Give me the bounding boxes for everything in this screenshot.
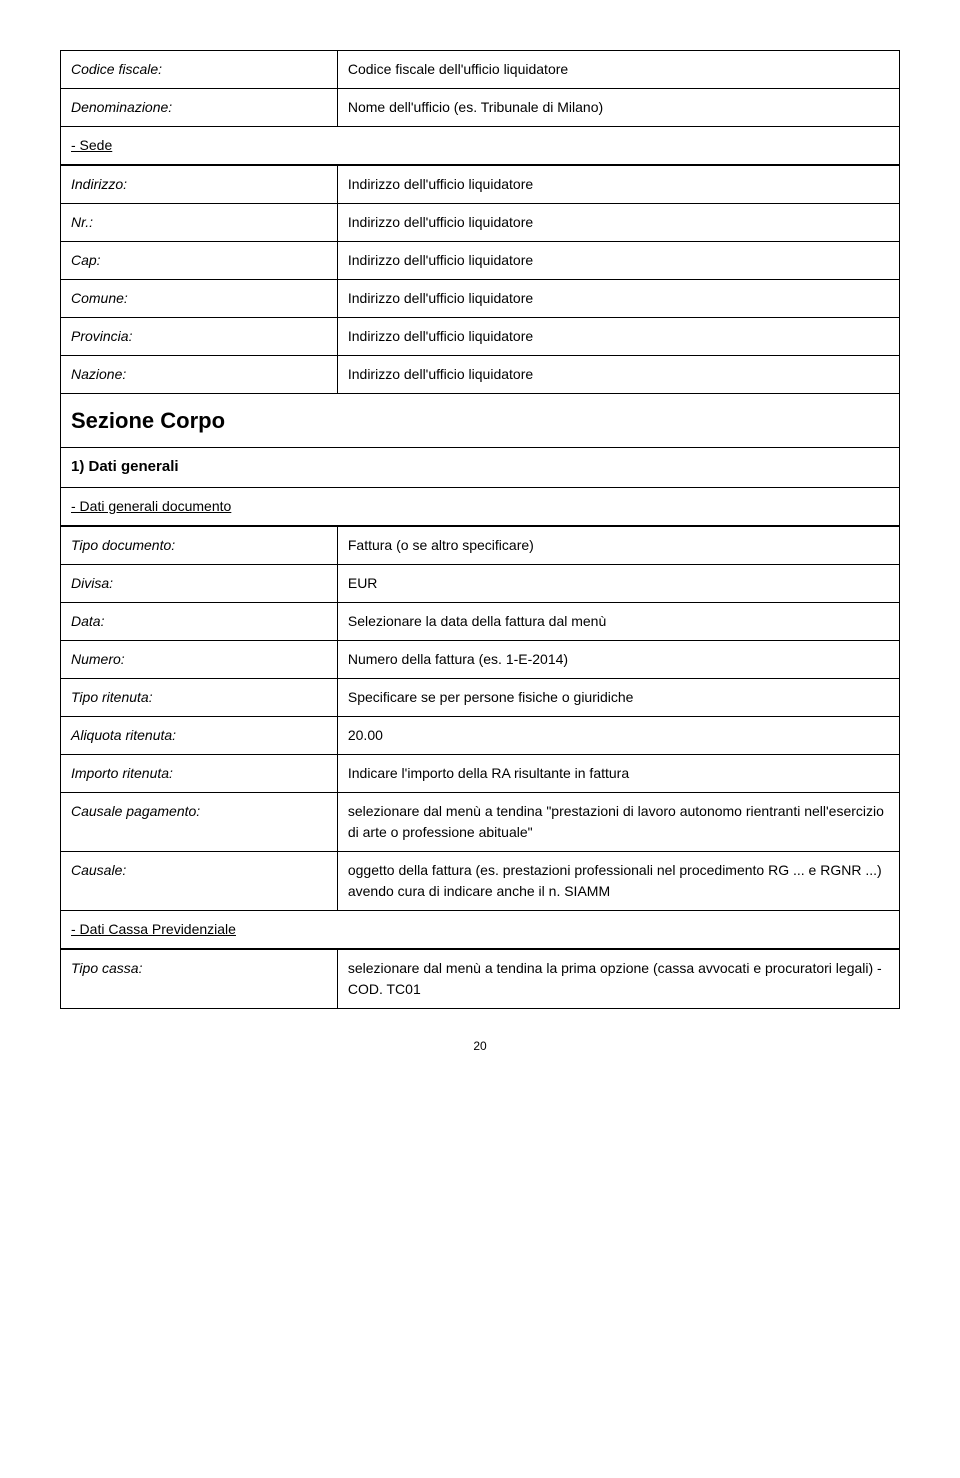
field-label: Codice fiscale: [61,51,338,89]
field-value: Fattura (o se altro specificare) [337,526,899,564]
field-label: Numero: [61,640,338,678]
field-value: 20.00 [337,716,899,754]
field-value: Indirizzo dell'ufficio liquidatore [337,280,899,318]
field-label: Provincia: [61,318,338,356]
dati-generali-table: Tipo documento:Fattura (o se altro speci… [60,526,900,911]
sede-header: - Sede [60,127,900,165]
field-label: Nazione: [61,356,338,394]
field-value: Indirizzo dell'ufficio liquidatore [337,356,899,394]
field-value: Numero della fattura (es. 1-E-2014) [337,640,899,678]
field-label: Importo ritenuta: [61,754,338,792]
field-value: Indirizzo dell'ufficio liquidatore [337,318,899,356]
sede-table: Indirizzo:Indirizzo dell'ufficio liquida… [60,165,900,394]
field-label: Comune: [61,280,338,318]
field-label: Tipo documento: [61,526,338,564]
field-label: Aliquota ritenuta: [61,716,338,754]
field-value: Nome dell'ufficio (es. Tribunale di Mila… [337,89,899,127]
field-label: Denominazione: [61,89,338,127]
sezione-corpo-title: Sezione Corpo [60,394,900,448]
dati-cassa-table: Tipo cassa:selezionare dal menù a tendin… [60,949,900,1009]
field-label: Indirizzo: [61,166,338,204]
field-value: Specificare se per persone fisiche o giu… [337,678,899,716]
field-label: Tipo cassa: [61,949,338,1008]
field-label: Nr.: [61,204,338,242]
field-value: Indirizzo dell'ufficio liquidatore [337,242,899,280]
dati-cassa-previdenziale-label: - Dati Cassa Previdenziale [60,911,900,949]
field-label: Cap: [61,242,338,280]
field-value: selezionare dal menù a tendina "prestazi… [337,792,899,851]
field-label: Tipo ritenuta: [61,678,338,716]
field-label: Data: [61,602,338,640]
field-value: Selezionare la data della fattura dal me… [337,602,899,640]
field-label: Causale: [61,851,338,910]
field-value: Indirizzo dell'ufficio liquidatore [337,166,899,204]
dati-generali-title: 1) Dati generali [60,448,900,488]
field-value: selezionare dal menù a tendina la prima … [337,949,899,1008]
field-value: Indicare l'importo della RA risultante i… [337,754,899,792]
field-value: EUR [337,564,899,602]
field-value: Indirizzo dell'ufficio liquidatore [337,204,899,242]
field-value: oggetto della fattura (es. prestazioni p… [337,851,899,910]
section1-table: Codice fiscale: Codice fiscale dell'uffi… [60,50,900,127]
field-label: Causale pagamento: [61,792,338,851]
field-value: Codice fiscale dell'ufficio liquidatore [337,51,899,89]
field-label: Divisa: [61,564,338,602]
page-number: 20 [60,1037,900,1055]
dati-generali-documento-label: - Dati generali documento [60,488,900,526]
